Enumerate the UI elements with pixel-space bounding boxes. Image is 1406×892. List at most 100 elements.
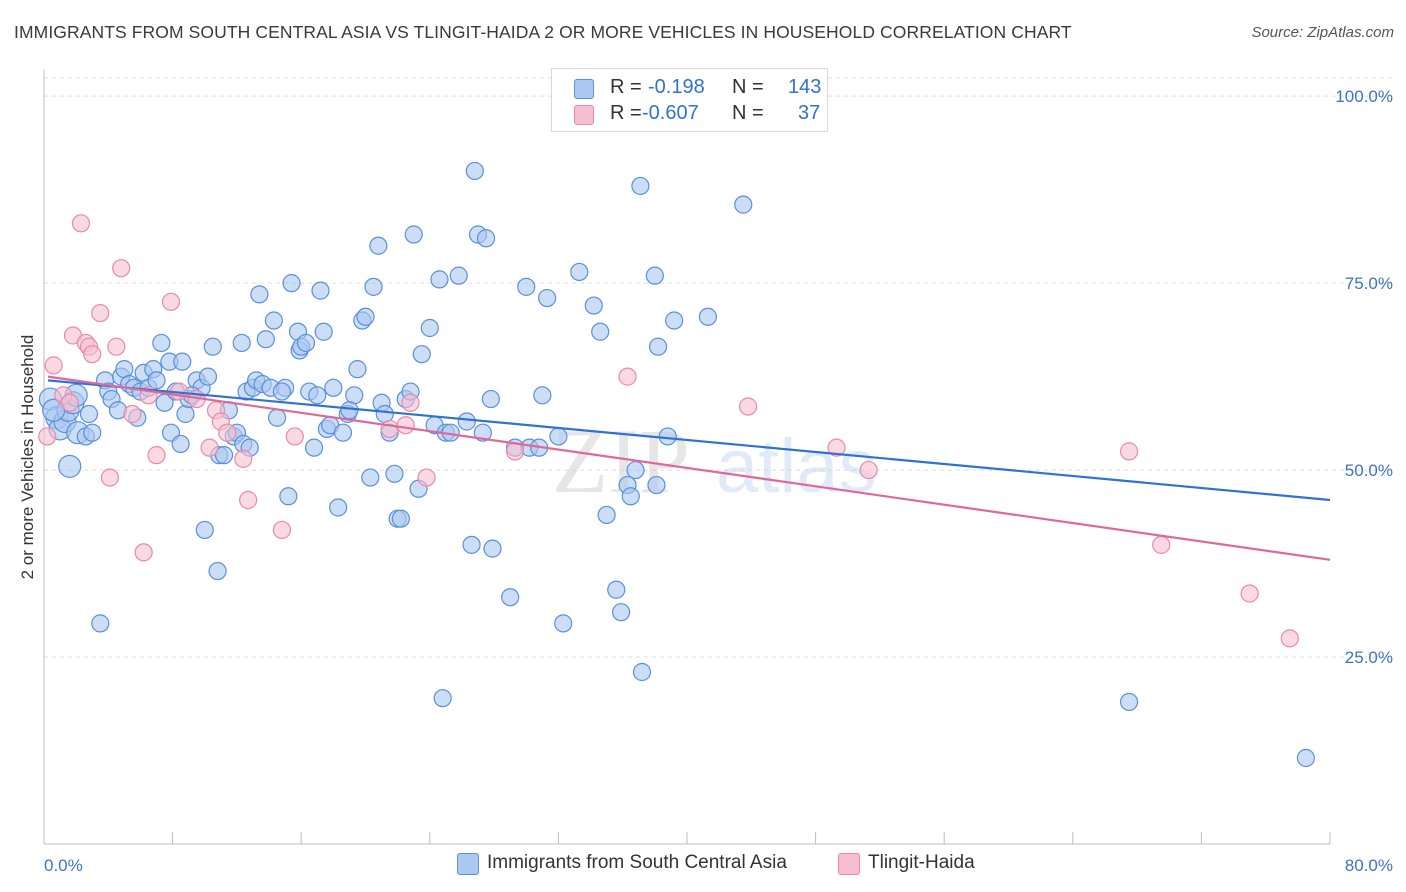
legend-label-immigrants: Immigrants from South Central Asia <box>487 852 787 873</box>
point-tlingit <box>417 468 436 487</box>
point-immigrants <box>195 520 214 540</box>
point-immigrants <box>632 662 652 682</box>
stats-legend: R = -0.198 N = 143 R = -0.607 N = 37 <box>551 68 828 132</box>
point-immigrants <box>203 337 222 356</box>
tick-labels: 25.0% 50.0% 75.0% 100.0% 0.0% 80.0% <box>44 87 1393 875</box>
point-immigrants <box>385 464 404 483</box>
point-tlingit <box>285 427 304 446</box>
point-immigrants <box>329 498 348 517</box>
point-immigrants <box>404 225 423 244</box>
point-tlingit <box>1240 584 1259 603</box>
point-immigrants <box>176 404 195 424</box>
point-immigrants <box>79 404 99 424</box>
blue-swatch <box>574 79 594 99</box>
point-immigrants <box>584 296 603 315</box>
point-tlingit <box>859 460 878 480</box>
point-immigrants <box>533 386 552 405</box>
point-immigrants <box>626 460 645 480</box>
pink-r-value: -0.607 <box>642 102 699 124</box>
point-tlingit <box>91 303 110 323</box>
point-immigrants <box>420 318 439 338</box>
point-tlingit <box>738 397 758 416</box>
point-tlingit <box>44 356 63 375</box>
point-immigrants <box>264 311 283 330</box>
point-immigrants <box>457 412 476 431</box>
point-immigrants <box>279 487 298 506</box>
point-immigrants <box>361 468 380 487</box>
pink-n-value: 37 <box>798 102 821 124</box>
point-tlingit <box>272 520 292 540</box>
point-immigrants <box>296 333 316 353</box>
point-immigrants <box>391 509 410 528</box>
point-immigrants <box>665 311 684 330</box>
y-tick-label: 25.0% <box>1345 648 1393 667</box>
point-immigrants <box>1296 748 1315 768</box>
point-immigrants <box>621 487 640 506</box>
point-immigrants <box>607 580 626 599</box>
point-immigrants <box>734 195 753 214</box>
grid-lines <box>44 77 1394 658</box>
point-immigrants <box>83 423 102 442</box>
blue-r-label: R = <box>610 76 642 98</box>
point-immigrants <box>462 535 481 554</box>
point-immigrants <box>333 423 353 442</box>
point-immigrants <box>147 371 166 390</box>
point-immigrants <box>256 330 275 349</box>
point-tlingit <box>827 438 846 457</box>
trend-lines <box>47 375 1331 561</box>
x-tick-label-min: 0.0% <box>44 856 83 875</box>
point-immigrants <box>308 386 327 405</box>
legend-label-tlingit: Tlingit-Haida <box>868 852 975 873</box>
point-tlingit <box>618 367 637 386</box>
y-tick-label: 75.0% <box>1345 274 1393 293</box>
point-immigrants <box>647 475 666 495</box>
point-tlingit <box>218 423 237 442</box>
point-immigrants <box>232 333 251 353</box>
point-immigrants <box>173 352 192 371</box>
point-tlingit <box>107 337 126 356</box>
point-immigrants <box>340 401 359 420</box>
point-tlingit <box>38 427 57 446</box>
point-immigrants <box>304 438 324 457</box>
point-tlingit <box>134 543 153 562</box>
point-immigrants <box>364 277 383 296</box>
series-immigrants-points <box>38 161 1315 768</box>
point-immigrants <box>250 285 269 304</box>
point-immigrants <box>517 277 536 296</box>
point-immigrants <box>476 229 496 248</box>
point-immigrants <box>91 614 110 633</box>
point-immigrants <box>501 588 520 607</box>
point-immigrants <box>58 454 82 478</box>
point-tlingit <box>112 259 131 278</box>
point-tlingit <box>123 404 142 424</box>
point-immigrants <box>554 614 573 633</box>
point-immigrants <box>171 434 190 454</box>
point-immigrants <box>208 561 227 581</box>
point-immigrants <box>430 270 449 289</box>
point-immigrants <box>152 333 171 353</box>
point-immigrants <box>549 427 568 446</box>
point-tlingit <box>380 419 399 439</box>
point-tlingit <box>100 468 120 487</box>
source-label: Source: ZipAtlas.com <box>1251 24 1394 41</box>
point-immigrants <box>658 427 677 446</box>
point-immigrants <box>267 408 287 427</box>
point-immigrants <box>314 322 333 341</box>
point-tlingit <box>1119 442 1139 461</box>
watermark: ZIP atlas <box>552 410 877 512</box>
point-immigrants <box>570 262 589 282</box>
y-tick-label: 50.0% <box>1345 461 1393 480</box>
point-immigrants <box>198 367 218 386</box>
point-immigrants <box>412 345 431 364</box>
point-tlingit <box>83 345 102 364</box>
point-tlingit <box>396 416 415 435</box>
point-immigrants <box>433 689 452 708</box>
y-axis-label: 2 or more Vehicles in Household <box>18 334 37 580</box>
point-immigrants <box>481 389 500 409</box>
point-immigrants <box>473 423 492 442</box>
y-tick-label: 100.0% <box>1335 87 1393 106</box>
axes <box>43 70 1331 845</box>
point-immigrants <box>597 505 616 525</box>
point-immigrants <box>311 281 330 300</box>
